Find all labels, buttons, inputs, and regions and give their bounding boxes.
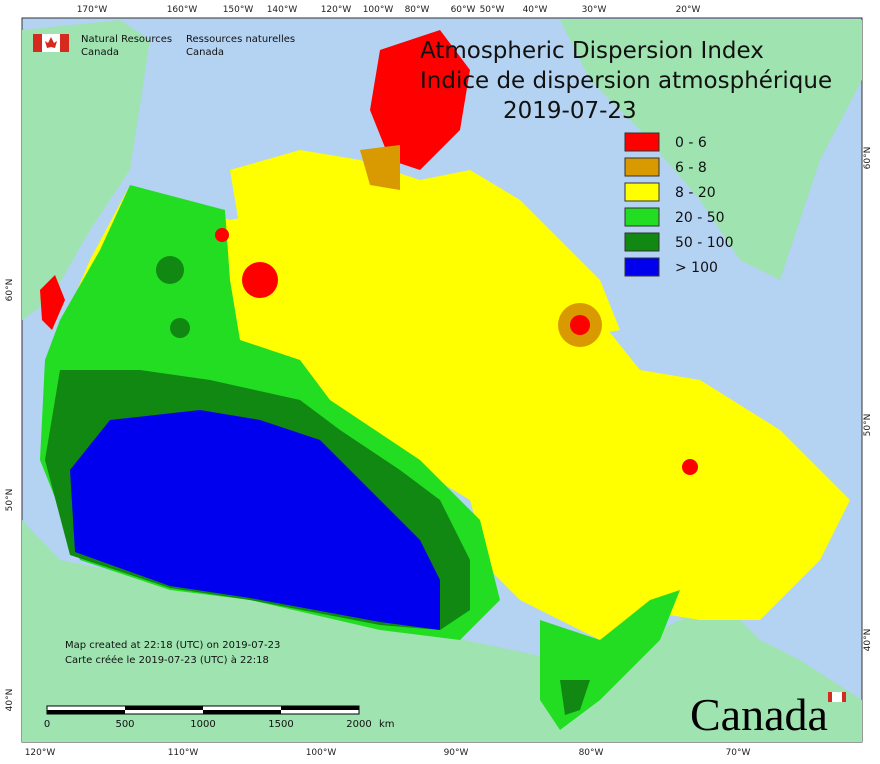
usa <box>22 520 862 742</box>
legend-swatch <box>624 232 660 252</box>
zone <box>70 410 440 630</box>
graticule-label: 100°W <box>363 5 394 15</box>
agency-en: Natural Resources <box>81 34 172 45</box>
graticule-label: 80°W <box>579 748 604 758</box>
legend-swatch <box>624 157 660 177</box>
graticule-label: 160°W <box>167 5 198 15</box>
graticule-label: 40°W <box>523 5 548 15</box>
credit: Carte créée le 2019-07-23 (UTC) à 22:18 <box>65 654 269 666</box>
legend-label: 0 - 6 <box>675 135 707 151</box>
date: 2019-07-23 <box>503 98 637 124</box>
legend-label: 50 - 100 <box>675 235 734 251</box>
graticule-label: 60°N <box>5 279 15 302</box>
scale-label: 1500 <box>268 719 293 730</box>
graticule-label: 30°W <box>582 5 607 15</box>
zone <box>60 185 850 640</box>
scale-label: 2000 <box>346 719 371 730</box>
graticule-label: 100°W <box>306 748 337 758</box>
scale-segment <box>47 710 125 714</box>
graticule-label: 120°W <box>321 5 352 15</box>
graticule-label: 50°N <box>863 414 873 437</box>
agency-fr: Canada <box>186 47 224 58</box>
agency-fr: Ressources naturelles <box>186 34 295 45</box>
legend-swatch <box>624 182 660 202</box>
graticule-label: 110°W <box>168 748 199 758</box>
zone <box>40 275 65 330</box>
zone <box>370 30 470 170</box>
credit: Map created at 22:18 (UTC) on 2019-07-23 <box>65 640 280 651</box>
graticule-label: 60°N <box>863 147 873 170</box>
zone <box>242 262 278 298</box>
flag-leaf <box>45 37 57 48</box>
alaska <box>22 20 150 320</box>
legend-label: 20 - 50 <box>675 210 725 226</box>
graticule-label: 150°W <box>223 5 254 15</box>
zone <box>682 459 698 475</box>
wordmark: Canada <box>690 689 828 740</box>
scale-label: 0 <box>44 719 50 730</box>
flag-bar <box>33 34 42 52</box>
legend-label: > 100 <box>675 260 718 276</box>
legend-label: 8 - 20 <box>675 185 716 201</box>
greenland <box>560 20 862 280</box>
scale-segment <box>203 710 281 714</box>
graticule-label: 90°W <box>444 748 469 758</box>
graticule-label: 80°W <box>405 5 430 15</box>
overlay: 0 - 6 6 - 8 8 - 20 20 - 50 50 - 100 > 100 170°… <box>5 5 873 758</box>
zone <box>156 256 184 284</box>
zone <box>230 150 620 340</box>
scale-label: 1000 <box>190 719 215 730</box>
graticule-label: 60°W <box>451 5 476 15</box>
graticule-label: 170°W <box>77 5 108 15</box>
zone <box>560 680 590 715</box>
zone <box>215 228 229 242</box>
scale-segment <box>281 706 359 710</box>
legend-swatch <box>624 257 660 277</box>
title-en: Atmospheric Dispersion Index <box>420 38 764 64</box>
graticule-label: 50°N <box>5 489 15 512</box>
agency-en: Canada <box>81 47 119 58</box>
legend-label: 6 - 8 <box>675 160 707 176</box>
zone <box>360 145 400 190</box>
wordmark-flag <box>842 692 846 702</box>
zone <box>570 315 590 335</box>
graticule-label: 120°W <box>25 748 56 758</box>
graticule-label: 140°W <box>267 5 298 15</box>
wordmark-flag <box>828 692 832 702</box>
wordmark-flag <box>832 692 842 702</box>
flag-bar <box>60 34 69 52</box>
legend-swatch <box>624 132 660 152</box>
legend-swatch <box>624 207 660 227</box>
scale-unit: km <box>379 719 395 730</box>
graticule-label: 20°W <box>676 5 701 15</box>
graticule-label: 70°W <box>726 748 751 758</box>
graticule-label: 40°N <box>863 629 873 652</box>
zone <box>170 318 190 338</box>
scale-label: 500 <box>115 719 134 730</box>
title-fr: Indice de dispersion atmosphérique <box>420 68 832 94</box>
graticule-label: 50°W <box>480 5 505 15</box>
scale-segment <box>125 706 203 710</box>
graticule-label: 40°N <box>5 689 15 712</box>
